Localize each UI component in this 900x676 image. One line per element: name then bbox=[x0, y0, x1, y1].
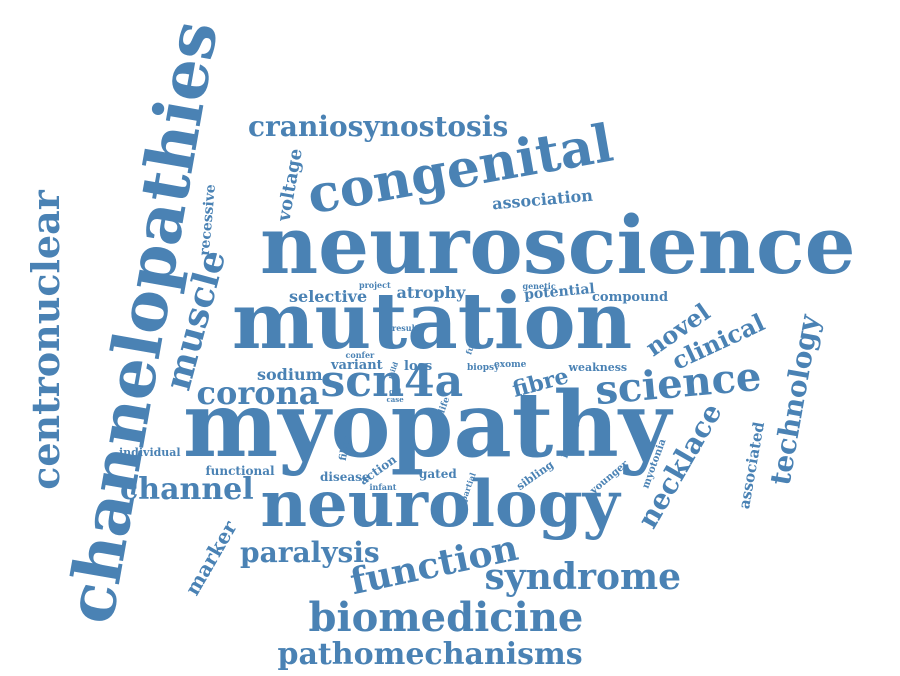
word: craniosynostosis bbox=[248, 110, 509, 143]
word: infant bbox=[369, 482, 397, 492]
word: old bbox=[389, 386, 402, 396]
word: weakness bbox=[568, 360, 628, 374]
word: variant bbox=[331, 357, 383, 373]
word: case bbox=[386, 394, 404, 404]
word: associated bbox=[735, 419, 769, 510]
word: disease bbox=[320, 470, 370, 484]
word: syndrome bbox=[484, 556, 682, 598]
word: neurology bbox=[260, 467, 620, 542]
word: compound bbox=[592, 289, 669, 305]
word: functional bbox=[205, 464, 275, 478]
word: biopsy bbox=[467, 362, 500, 373]
word: scn4a bbox=[320, 356, 464, 407]
word: genetic bbox=[522, 281, 556, 291]
word: confer bbox=[345, 350, 375, 360]
word: atrophy bbox=[396, 283, 466, 302]
word: sodium bbox=[257, 365, 323, 384]
word: gated bbox=[419, 467, 457, 481]
word: mutation bbox=[232, 276, 633, 367]
word: paralysis bbox=[240, 536, 380, 569]
word: selective bbox=[289, 287, 368, 306]
word: myopathy bbox=[183, 372, 672, 478]
word: marker bbox=[180, 516, 242, 600]
word: biomedicine bbox=[308, 594, 584, 641]
word: project bbox=[359, 280, 391, 290]
word: result bbox=[392, 323, 419, 333]
word: corona bbox=[196, 374, 320, 412]
word: loss bbox=[404, 358, 433, 374]
word: individual bbox=[119, 445, 181, 459]
word: pathomechanisms bbox=[277, 637, 583, 672]
word: channel bbox=[120, 472, 254, 507]
word: exome bbox=[494, 359, 527, 370]
word: neuroscience bbox=[260, 198, 856, 292]
word: centronuclear bbox=[22, 190, 68, 490]
word: technology bbox=[763, 312, 826, 488]
